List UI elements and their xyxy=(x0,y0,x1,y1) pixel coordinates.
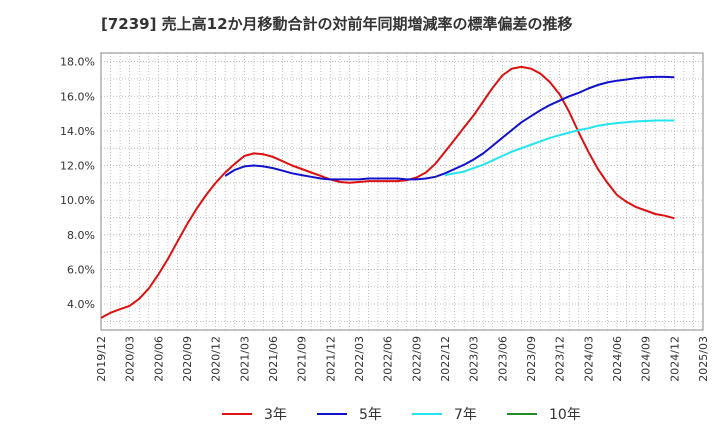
y-tick-label: 18.0% xyxy=(60,56,95,69)
legend: 3年 5年 7年 10年 xyxy=(222,407,581,423)
x-tick-label: 2023/09 xyxy=(525,336,538,382)
series-line xyxy=(444,119,675,177)
chart-title: [7239] 売上高12か月移動合計の対前年同期増減率の標準偏差の推移 xyxy=(101,15,573,33)
x-tick-label: 2024/03 xyxy=(582,336,595,382)
y-tick-label: 14.0% xyxy=(60,125,95,138)
series-line xyxy=(100,65,675,319)
x-tick-label: 2021/09 xyxy=(296,336,309,382)
x-tick-label: 2021/06 xyxy=(267,336,280,382)
x-tick-label: 2022/12 xyxy=(439,336,452,382)
plot-area xyxy=(100,52,704,331)
legend-label: 5年 xyxy=(359,407,382,423)
x-tick-label: 2024/12 xyxy=(668,336,681,382)
x-tick-label: 2021/12 xyxy=(324,336,337,382)
legend-label: 3年 xyxy=(264,407,287,423)
y-tick-label: 8.0% xyxy=(67,229,95,242)
x-tick-label: 2025/03 xyxy=(697,336,710,382)
grid xyxy=(101,53,703,330)
y-tick-label: 10.0% xyxy=(60,194,95,207)
y-axis: 4.0% 6.0% 8.0% 10.0% 12.0% 14.0% 16.0% 18.0% xyxy=(60,56,95,311)
x-tick-label: 2020/03 xyxy=(124,336,137,382)
y-tick-label: 4.0% xyxy=(67,298,95,311)
y-tick-label: 16.0% xyxy=(60,90,95,103)
x-tick-label: 2020/09 xyxy=(181,336,194,382)
x-tick-label: 2022/03 xyxy=(353,336,366,382)
y-tick-label: 6.0% xyxy=(67,263,95,276)
x-tick-label: 2024/06 xyxy=(611,336,624,382)
x-tick-label: 2021/03 xyxy=(238,336,251,382)
legend-label: 7年 xyxy=(454,407,477,423)
x-tick-label: 2019/12 xyxy=(95,336,108,382)
legend-label: 10年 xyxy=(549,407,581,423)
x-tick-label: 2023/12 xyxy=(554,336,567,382)
x-tick-label: 2023/03 xyxy=(468,336,481,382)
x-tick-label: 2022/09 xyxy=(410,336,423,382)
x-tick-label: 2024/09 xyxy=(640,336,653,382)
x-tick-label: 2020/06 xyxy=(152,336,165,382)
y-tick-label: 12.0% xyxy=(60,160,95,173)
x-tick-label: 2020/12 xyxy=(210,336,223,382)
series-lines xyxy=(100,65,675,319)
series-line xyxy=(224,75,675,181)
x-axis: 2019/12 2020/03 2020/06 2020/09 2020/12 2021/… xyxy=(95,336,710,382)
x-tick-label: 2022/06 xyxy=(382,336,395,382)
x-tick-label: 2023/06 xyxy=(496,336,509,382)
